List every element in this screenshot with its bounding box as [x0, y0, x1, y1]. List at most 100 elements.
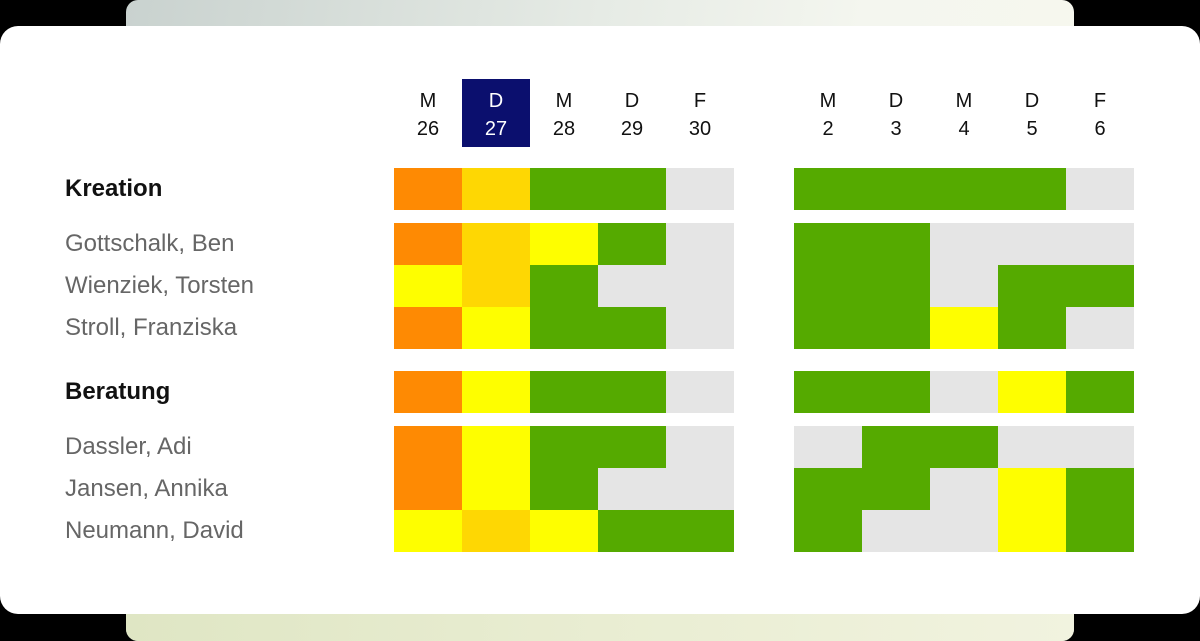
availability-cell[interactable]	[862, 223, 930, 265]
availability-cell[interactable]	[666, 426, 734, 468]
availability-cell[interactable]	[394, 223, 462, 265]
availability-cell[interactable]	[862, 168, 930, 210]
availability-cell[interactable]	[394, 468, 462, 510]
person-label[interactable]: Dassler, Adi	[65, 433, 192, 460]
availability-cell[interactable]	[598, 468, 666, 510]
availability-cell[interactable]	[794, 468, 862, 510]
availability-cell[interactable]	[462, 468, 530, 510]
availability-cell[interactable]	[862, 426, 930, 468]
availability-cell[interactable]	[530, 426, 598, 468]
availability-cell[interactable]	[862, 307, 930, 349]
availability-cell[interactable]	[394, 510, 462, 552]
availability-cell[interactable]	[998, 510, 1066, 552]
person-label[interactable]: Gottschalk, Ben	[65, 230, 235, 257]
availability-cell[interactable]	[794, 223, 862, 265]
availability-cell[interactable]	[930, 371, 998, 413]
availability-cell[interactable]	[794, 307, 862, 349]
availability-cell[interactable]	[530, 510, 598, 552]
availability-cell[interactable]	[930, 223, 998, 265]
availability-cell[interactable]	[462, 371, 530, 413]
availability-cell[interactable]	[1066, 468, 1134, 510]
availability-cell[interactable]	[530, 307, 598, 349]
availability-cell[interactable]	[794, 426, 862, 468]
availability-cell[interactable]	[666, 468, 734, 510]
availability-cell[interactable]	[598, 510, 666, 552]
availability-cell[interactable]	[794, 510, 862, 552]
availability-cell[interactable]	[462, 426, 530, 468]
availability-cell[interactable]	[530, 371, 598, 413]
availability-cell[interactable]	[862, 510, 930, 552]
availability-cell[interactable]	[666, 307, 734, 349]
person-label[interactable]: Wienziek, Torsten	[65, 272, 254, 299]
availability-cell[interactable]	[930, 510, 998, 552]
availability-cell[interactable]	[930, 265, 998, 307]
availability-cell[interactable]	[394, 307, 462, 349]
group-label: Beratung	[65, 378, 171, 405]
availability-cell[interactable]	[930, 468, 998, 510]
availability-cell[interactable]	[666, 223, 734, 265]
availability-cell[interactable]	[598, 426, 666, 468]
availability-cell[interactable]	[462, 510, 530, 552]
availability-cell[interactable]	[1066, 371, 1134, 413]
availability-cell[interactable]	[598, 223, 666, 265]
day-header-cell[interactable]: M 28	[530, 79, 598, 147]
availability-cell[interactable]	[1066, 510, 1134, 552]
availability-cell[interactable]	[394, 265, 462, 307]
availability-cell[interactable]	[462, 307, 530, 349]
availability-cell[interactable]	[1066, 307, 1134, 349]
person-label[interactable]: Stroll, Franziska	[65, 314, 238, 341]
availability-cell[interactable]	[666, 510, 734, 552]
person-label[interactable]: Jansen, Annika	[65, 475, 228, 502]
availability-cell[interactable]	[394, 426, 462, 468]
availability-cell[interactable]	[998, 307, 1066, 349]
availability-cell[interactable]	[794, 265, 862, 307]
person-label[interactable]: Neumann, David	[65, 517, 244, 544]
day-header-cell[interactable]: M 26	[394, 79, 462, 147]
availability-cell[interactable]	[394, 168, 462, 210]
availability-cell[interactable]	[794, 168, 862, 210]
group-label: Kreation	[65, 175, 163, 202]
availability-cell[interactable]	[462, 168, 530, 210]
day-header-today[interactable]: D 27	[462, 79, 530, 147]
availability-cell[interactable]	[998, 371, 1066, 413]
availability-cell[interactable]	[998, 265, 1066, 307]
availability-cell[interactable]	[1066, 168, 1134, 210]
availability-cell[interactable]	[530, 265, 598, 307]
availability-cell[interactable]	[862, 468, 930, 510]
availability-cell[interactable]	[598, 265, 666, 307]
availability-cell[interactable]	[1066, 223, 1134, 265]
day-header-cell[interactable]: F 30	[666, 79, 734, 147]
availability-cell[interactable]	[462, 265, 530, 307]
availability-cell[interactable]	[666, 371, 734, 413]
availability-cell[interactable]	[394, 371, 462, 413]
day-header-cell[interactable]: D 29	[598, 79, 666, 147]
availability-cell[interactable]	[1066, 426, 1134, 468]
availability-cell[interactable]	[1066, 265, 1134, 307]
availability-cell[interactable]	[598, 371, 666, 413]
availability-cell[interactable]	[598, 168, 666, 210]
weekday-letter: D	[488, 90, 504, 112]
availability-cell[interactable]	[998, 426, 1066, 468]
availability-cell[interactable]	[598, 307, 666, 349]
day-number: 29	[620, 118, 644, 140]
availability-cell[interactable]	[930, 426, 998, 468]
availability-cell[interactable]	[862, 371, 930, 413]
availability-cell[interactable]	[998, 468, 1066, 510]
availability-cell[interactable]	[530, 468, 598, 510]
availability-cell[interactable]	[930, 168, 998, 210]
availability-cell[interactable]	[794, 371, 862, 413]
availability-cell[interactable]	[998, 223, 1066, 265]
availability-cell[interactable]	[666, 265, 734, 307]
availability-cell[interactable]	[530, 223, 598, 265]
availability-cell[interactable]	[998, 168, 1066, 210]
availability-cell[interactable]	[462, 223, 530, 265]
availability-cell[interactable]	[666, 168, 734, 210]
availability-cell[interactable]	[862, 265, 930, 307]
availability-cell[interactable]	[530, 168, 598, 210]
availability-cell[interactable]	[930, 307, 998, 349]
